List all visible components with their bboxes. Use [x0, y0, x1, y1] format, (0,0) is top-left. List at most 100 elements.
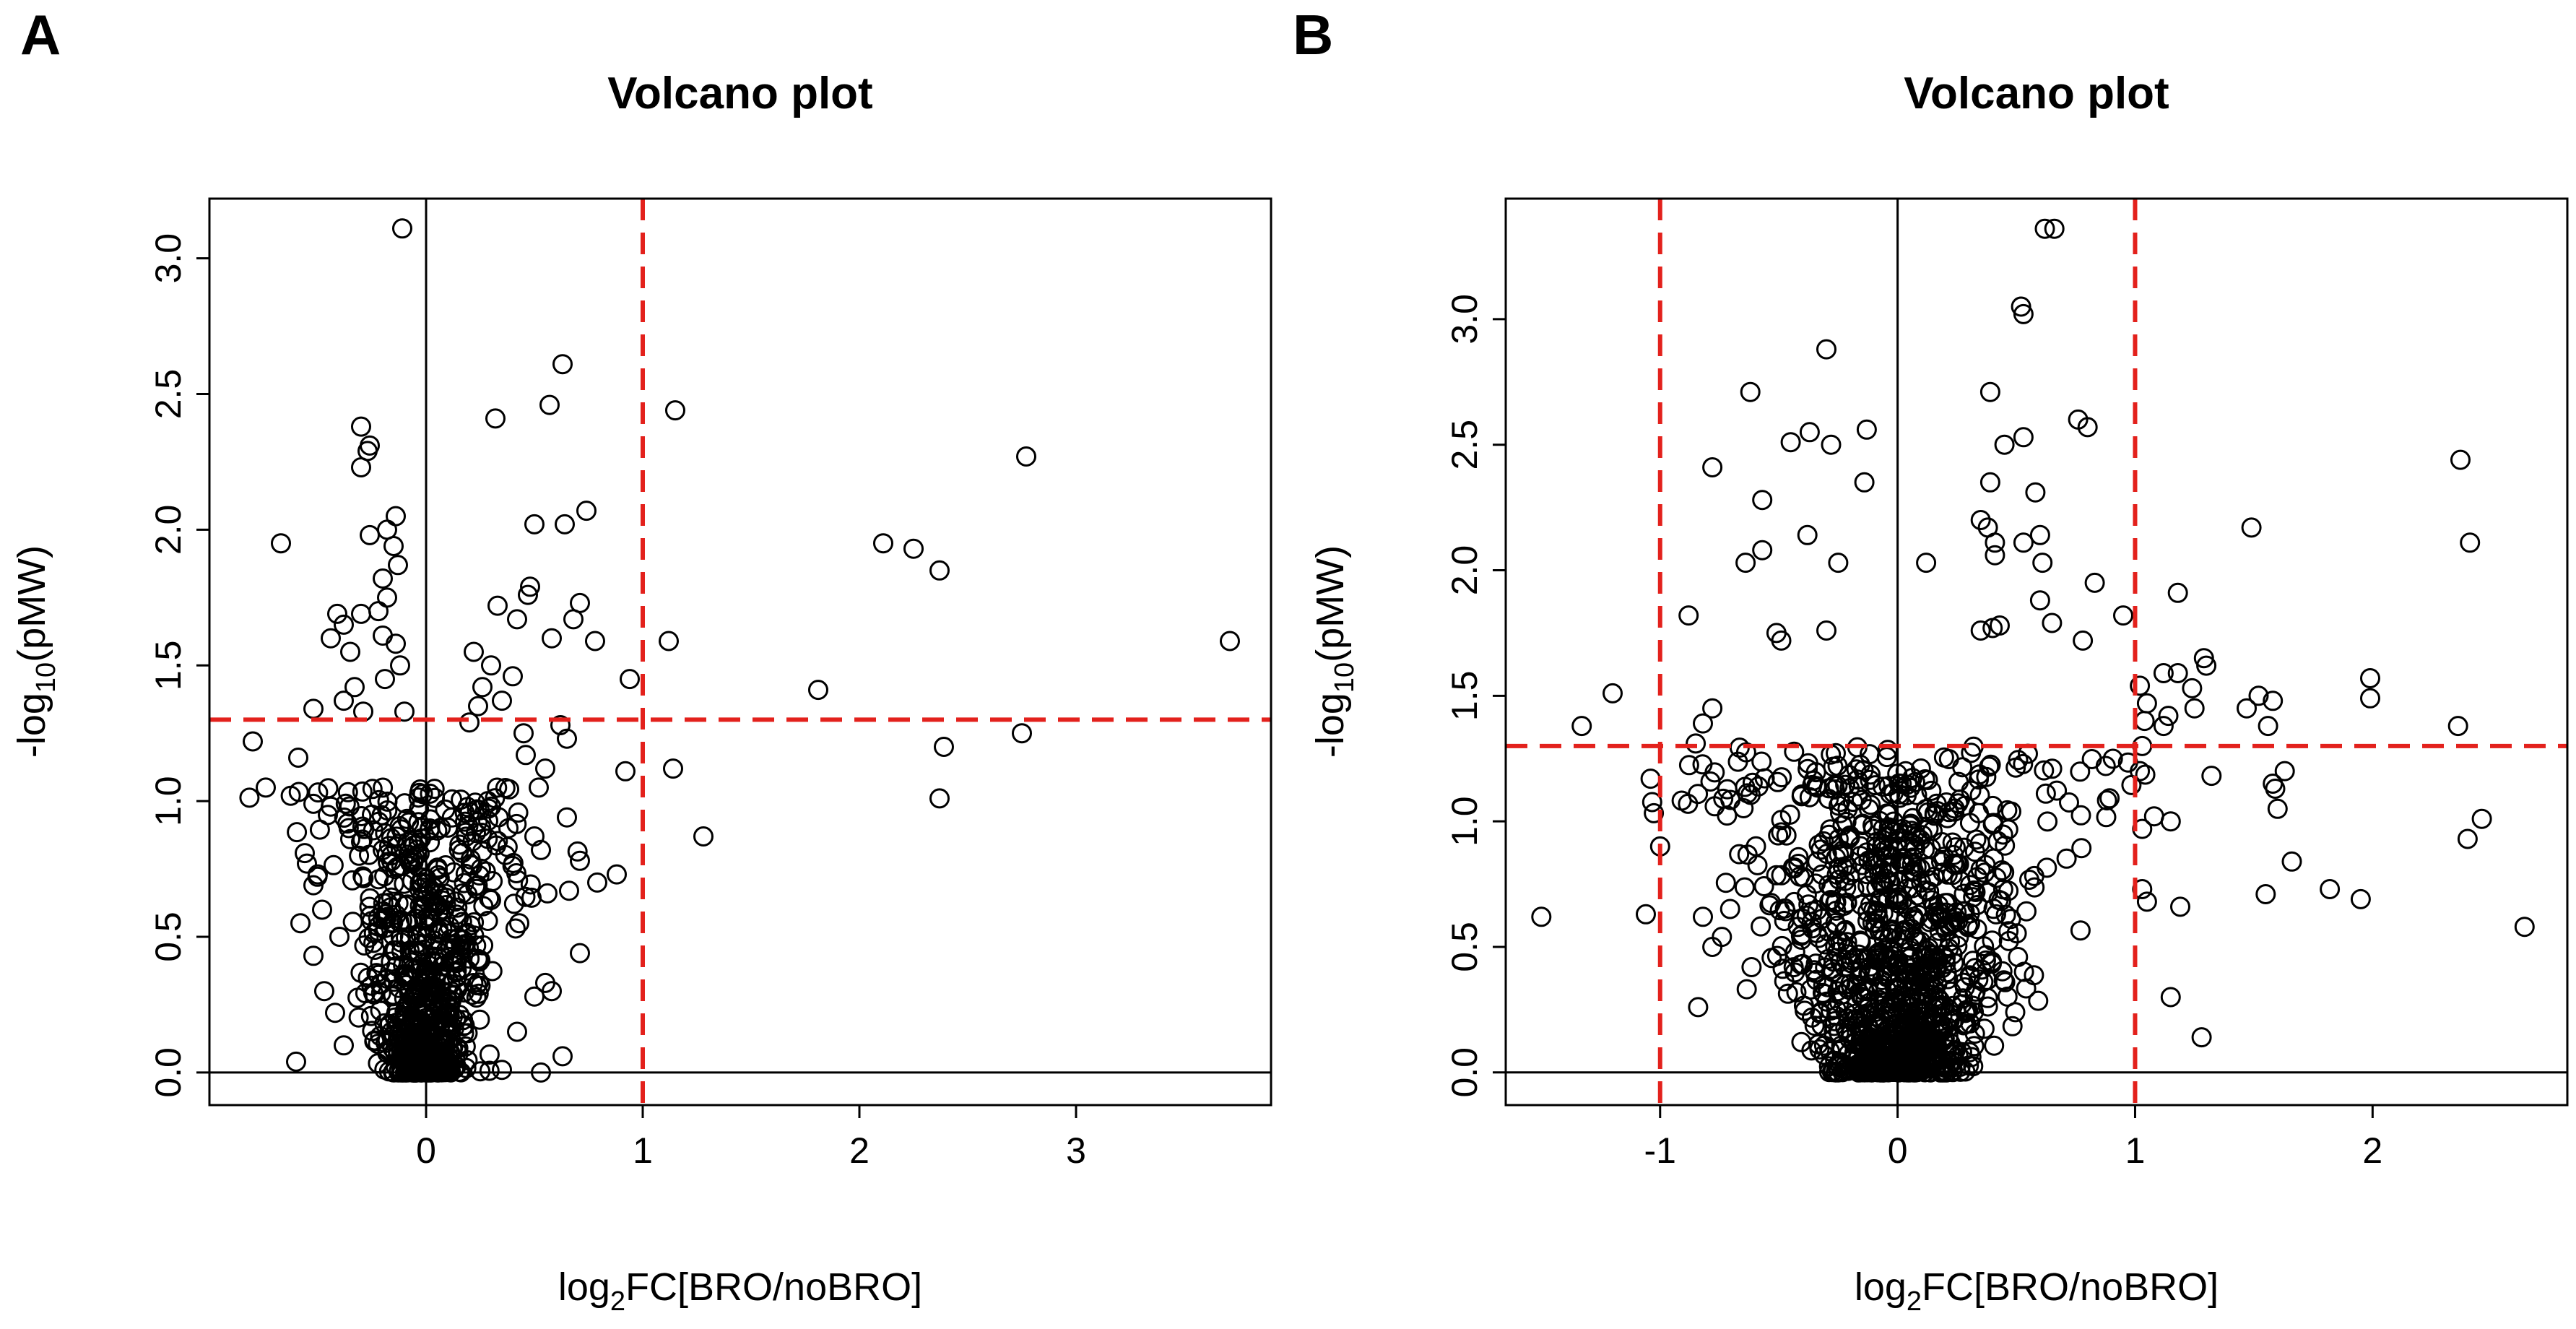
- data-point: [391, 932, 412, 953]
- data-point: [239, 787, 260, 808]
- data-point: [325, 1003, 345, 1023]
- data-point: [1715, 873, 1736, 893]
- data-point: [340, 641, 360, 662]
- data-point: [1865, 775, 1886, 796]
- data-point: [465, 792, 485, 813]
- data-point: [446, 967, 467, 988]
- data-point: [386, 633, 406, 654]
- data-point: [1678, 755, 1699, 776]
- data-point: [1776, 825, 1797, 846]
- data-point: [1969, 833, 1990, 854]
- data-point: [2047, 780, 2068, 801]
- data-point: [334, 1035, 354, 1056]
- panel-a-x-axis-label: log2FC[BRO/noBRO]: [558, 1265, 922, 1317]
- data-point: [1771, 630, 1792, 651]
- data-point: [381, 845, 402, 866]
- data-point: [2450, 449, 2471, 470]
- data-point: [377, 519, 397, 540]
- data-point: [2016, 978, 2037, 999]
- panel-a-title: Volcano plot: [607, 69, 872, 118]
- data-point: [552, 1046, 573, 1067]
- data-point: [2201, 766, 2222, 787]
- data-point: [358, 927, 379, 948]
- data-point: [1964, 1036, 1985, 1057]
- data-point: [1995, 904, 2016, 925]
- data-point: [449, 834, 470, 855]
- data-point: [2042, 612, 2063, 633]
- data-point: [487, 777, 508, 798]
- data-point: [373, 893, 394, 914]
- data-point: [2267, 798, 2288, 819]
- y-tick-label: 1.5: [148, 641, 188, 691]
- data-point: [1826, 743, 1846, 763]
- data-point: [360, 1005, 381, 1026]
- data-point: [1985, 532, 2005, 553]
- data-point: [1955, 1061, 1976, 1082]
- data-point: [2255, 884, 2276, 904]
- data-point: [1962, 951, 1983, 971]
- data-point: [2095, 756, 2116, 776]
- data-point: [2281, 851, 2302, 872]
- data-point: [323, 854, 344, 875]
- data-point: [290, 913, 311, 934]
- data-point: [454, 802, 475, 823]
- data-point: [409, 779, 430, 800]
- data-point: [295, 843, 315, 864]
- data-point: [429, 923, 449, 944]
- data-point: [351, 831, 371, 852]
- data-point: [373, 625, 393, 646]
- data-point: [2102, 748, 2123, 769]
- data-point: [1862, 1030, 1883, 1051]
- data-point: [418, 1044, 439, 1065]
- data-point: [1810, 1002, 1831, 1023]
- data-point: [308, 782, 329, 803]
- data-point: [1851, 1033, 1871, 1054]
- data-point: [1807, 851, 1828, 872]
- data-point: [1979, 756, 2000, 777]
- data-point: [2002, 1016, 2023, 1036]
- data-point: [381, 913, 402, 934]
- data-point: [1719, 899, 1740, 919]
- data-point: [1986, 904, 2006, 925]
- data-point: [1938, 969, 1959, 990]
- data-point: [303, 875, 324, 896]
- data-point: [1821, 890, 1842, 910]
- data-point: [2059, 792, 2079, 813]
- data-point: [2160, 987, 2181, 1008]
- data-point: [2258, 716, 2278, 737]
- data-point: [1846, 759, 1867, 780]
- data-point: [1735, 776, 1756, 797]
- panel-b-y-axis: 0.0 0.5 1.0 1.5 2.0 2.5 3.0: [1444, 294, 1506, 1098]
- data-point: [351, 416, 371, 437]
- data-point: [555, 514, 575, 534]
- data-point: [1700, 771, 1721, 792]
- data-point: [557, 728, 577, 749]
- data-point: [1220, 631, 1240, 651]
- data-point: [1678, 605, 1699, 626]
- data-point: [1012, 723, 1032, 744]
- data-point: [1796, 884, 1817, 905]
- data-point: [472, 677, 493, 698]
- data-point: [1779, 804, 1800, 825]
- data-point: [1902, 768, 1923, 788]
- data-point: [467, 948, 488, 969]
- data-point: [1873, 1035, 1894, 1056]
- data-point: [2042, 758, 2063, 779]
- data-point: [1867, 1015, 1888, 1036]
- data-point: [1797, 753, 1818, 774]
- data-point: [1998, 930, 2019, 951]
- data-point: [1826, 915, 1847, 936]
- data-point: [337, 813, 358, 834]
- data-point: [460, 854, 481, 875]
- data-point: [2099, 788, 2120, 809]
- data-point: [370, 973, 391, 994]
- data-point: [502, 855, 523, 876]
- data-point: [312, 899, 332, 920]
- data-point: [360, 524, 380, 545]
- data-point: [1016, 446, 1036, 467]
- data-point: [373, 777, 394, 798]
- data-point: [355, 983, 376, 1004]
- data-point: [446, 934, 467, 955]
- data-point: [1751, 916, 1771, 937]
- data-point: [1603, 683, 1623, 704]
